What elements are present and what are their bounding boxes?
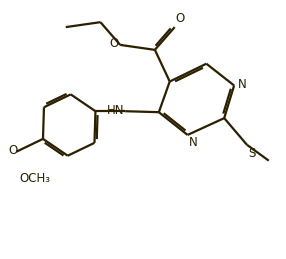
Text: O: O xyxy=(176,12,185,25)
Text: O: O xyxy=(109,38,118,51)
Text: HN: HN xyxy=(107,104,124,117)
Text: O: O xyxy=(8,144,17,157)
Text: N: N xyxy=(188,136,197,149)
Text: N: N xyxy=(238,78,247,91)
Text: S: S xyxy=(248,147,255,160)
Text: OCH₃: OCH₃ xyxy=(19,172,50,185)
